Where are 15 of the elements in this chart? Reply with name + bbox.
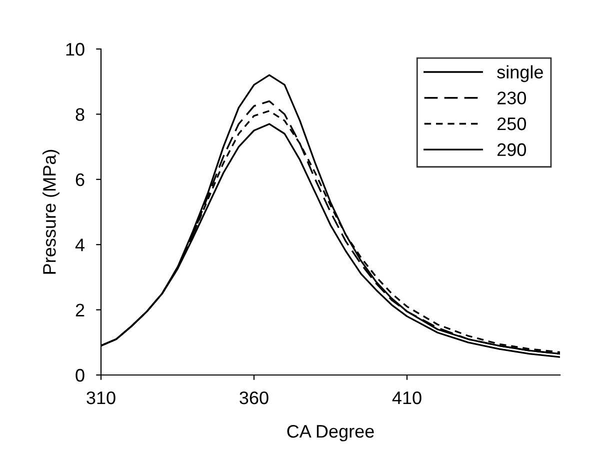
y-tick-label: 6 <box>76 173 84 186</box>
x-tick-label: 310 <box>86 391 116 404</box>
y-tick-label: 8 <box>76 108 84 121</box>
legend-label: 250 <box>497 117 526 130</box>
legend-label: 230 <box>497 92 526 104</box>
y-tick-label: 0 <box>76 368 84 382</box>
legend-label: single <box>497 65 543 82</box>
legend-label: 290 <box>497 143 526 156</box>
y-tick-label: 2 <box>76 304 84 316</box>
x-tick-label: 410 <box>392 391 422 404</box>
x-axis-title: CA Degree <box>287 424 374 442</box>
y-tick-label: 4 <box>75 238 84 252</box>
y-axis-title: Pressure (MPa) <box>42 150 60 274</box>
y-tick-label: 10 <box>66 42 84 56</box>
x-tick-label: 360 <box>240 391 268 404</box>
